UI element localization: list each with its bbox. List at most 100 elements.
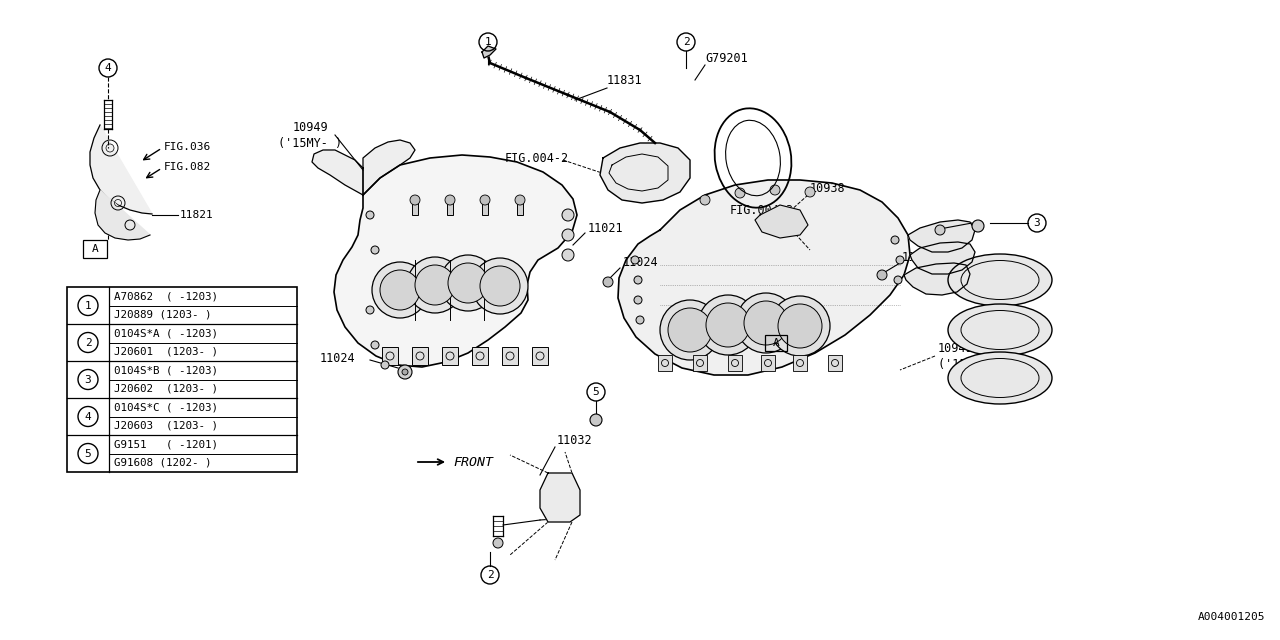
Bar [412, 347, 428, 365]
Bar [658, 355, 672, 371]
Text: G91608 (1202- ): G91608 (1202- ) [114, 458, 211, 468]
Polygon shape [483, 46, 497, 58]
Bar [483, 200, 488, 215]
Bar [502, 347, 518, 365]
Circle shape [366, 211, 374, 219]
Circle shape [562, 249, 573, 261]
Circle shape [562, 229, 573, 241]
Circle shape [735, 188, 745, 198]
Circle shape [631, 256, 639, 264]
Polygon shape [334, 155, 577, 367]
Text: A: A [773, 338, 780, 348]
Circle shape [590, 414, 602, 426]
Text: 5: 5 [84, 449, 91, 458]
Circle shape [372, 262, 428, 318]
Circle shape [736, 293, 796, 353]
Polygon shape [908, 220, 975, 252]
Circle shape [660, 300, 721, 360]
Ellipse shape [948, 352, 1052, 404]
Text: A004001205: A004001205 [1198, 612, 1265, 622]
Text: 11032: 11032 [557, 433, 593, 447]
Text: 3: 3 [1034, 218, 1041, 228]
Circle shape [603, 277, 613, 287]
Circle shape [381, 361, 389, 369]
Bar [442, 347, 458, 365]
Circle shape [805, 187, 815, 197]
Circle shape [410, 195, 420, 205]
Circle shape [415, 265, 454, 305]
Text: J20601  (1203- ): J20601 (1203- ) [114, 347, 218, 356]
Circle shape [634, 276, 643, 284]
Circle shape [380, 270, 420, 310]
Text: FIG.082: FIG.082 [164, 162, 211, 172]
Polygon shape [95, 190, 150, 240]
Text: 4: 4 [105, 63, 111, 73]
Polygon shape [312, 150, 364, 195]
Text: A: A [92, 244, 99, 254]
Text: J20603  (1203- ): J20603 (1203- ) [114, 420, 218, 431]
Circle shape [771, 296, 829, 356]
Bar [762, 355, 774, 371]
Text: ('15MY- ): ('15MY- ) [938, 358, 1002, 371]
Text: ('15MY- ): ('15MY- ) [278, 136, 342, 150]
Circle shape [515, 195, 525, 205]
Text: 0104S*B ( -1203): 0104S*B ( -1203) [114, 365, 218, 375]
Text: 11831: 11831 [607, 74, 643, 86]
Bar [794, 355, 806, 371]
Bar [532, 347, 548, 365]
Bar [447, 200, 453, 215]
Circle shape [744, 301, 788, 345]
Circle shape [445, 195, 454, 205]
Bar [412, 200, 419, 215]
Circle shape [371, 341, 379, 349]
Circle shape [934, 225, 945, 235]
Text: 11024: 11024 [320, 351, 356, 365]
Polygon shape [910, 242, 975, 274]
Text: FIG.004-2: FIG.004-2 [730, 204, 794, 216]
Text: A70862  ( -1203): A70862 ( -1203) [114, 291, 218, 301]
Text: 3: 3 [84, 374, 91, 385]
Text: 0104S*A ( -1203): 0104S*A ( -1203) [114, 328, 218, 339]
Bar [692, 355, 707, 371]
Text: FIG.004-2: FIG.004-2 [506, 152, 570, 164]
Text: FIG.036: FIG.036 [164, 142, 211, 152]
Bar [67, 287, 297, 472]
Bar [828, 355, 842, 371]
Text: J20602  (1203- ): J20602 (1203- ) [114, 384, 218, 394]
Bar [472, 347, 488, 365]
Text: 4: 4 [84, 412, 91, 422]
Bar [381, 347, 398, 365]
Circle shape [440, 255, 497, 311]
Polygon shape [618, 180, 910, 375]
Text: 1: 1 [485, 37, 492, 47]
Text: 1: 1 [84, 301, 91, 310]
Circle shape [972, 220, 984, 232]
Text: 10938: 10938 [810, 182, 846, 195]
Text: FRONT: FRONT [453, 456, 493, 468]
Text: J20889 (1203- ): J20889 (1203- ) [114, 310, 211, 320]
Bar [728, 355, 742, 371]
Polygon shape [600, 143, 690, 203]
Bar [765, 335, 787, 351]
Circle shape [448, 263, 488, 303]
Circle shape [407, 257, 463, 313]
Text: 2: 2 [682, 37, 690, 47]
Text: 11024: 11024 [623, 255, 659, 269]
Polygon shape [755, 205, 808, 238]
Text: 11821: 11821 [180, 210, 214, 220]
Text: 10949: 10949 [292, 120, 328, 134]
Ellipse shape [948, 304, 1052, 356]
Circle shape [634, 296, 643, 304]
Circle shape [398, 365, 412, 379]
Circle shape [636, 316, 644, 324]
Polygon shape [364, 140, 415, 195]
Text: 5: 5 [593, 387, 599, 397]
Text: G9151   ( -1201): G9151 ( -1201) [114, 439, 218, 449]
Circle shape [893, 276, 902, 284]
Circle shape [366, 306, 374, 314]
Text: 11021: 11021 [588, 221, 623, 234]
Polygon shape [904, 263, 970, 295]
Circle shape [700, 195, 710, 205]
Circle shape [668, 308, 712, 352]
Text: 11024: 11024 [902, 250, 938, 264]
